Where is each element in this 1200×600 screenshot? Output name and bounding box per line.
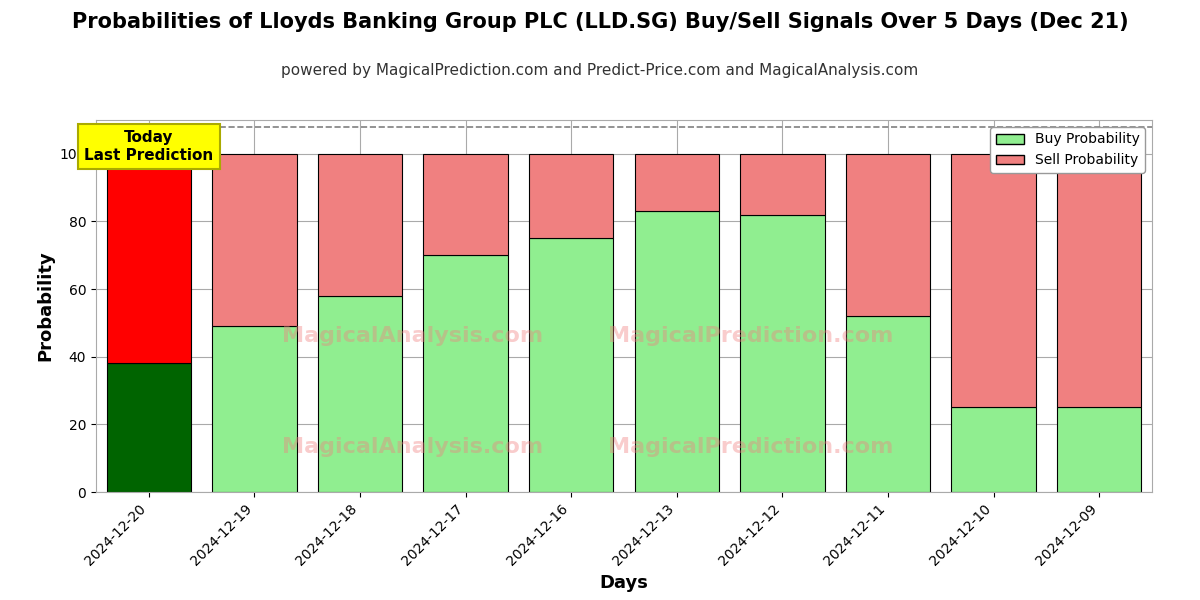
X-axis label: Days: Days [600,574,648,592]
Bar [107,154,191,364]
Bar [952,154,1036,407]
Text: MagicalPrediction.com: MagicalPrediction.com [608,437,894,457]
Text: Probabilities of Lloyds Banking Group PLC (LLD.SG) Buy/Sell Signals Over 5 Days : Probabilities of Lloyds Banking Group PL… [72,12,1128,32]
Bar [1057,154,1141,407]
Bar [212,154,296,326]
Text: powered by MagicalPrediction.com and Predict-Price.com and MagicalAnalysis.com: powered by MagicalPrediction.com and Pre… [281,63,919,78]
Bar [846,154,930,316]
Bar [529,238,613,492]
Text: MagicalAnalysis.com: MagicalAnalysis.com [282,437,544,457]
Bar [318,154,402,296]
Bar [107,364,191,492]
Text: MagicalAnalysis.com: MagicalAnalysis.com [282,326,544,346]
Text: Today
Last Prediction: Today Last Prediction [84,130,214,163]
Bar [1057,407,1141,492]
Bar [424,154,508,255]
Text: MagicalPrediction.com: MagicalPrediction.com [608,326,894,346]
Bar [635,154,719,211]
Bar [635,211,719,492]
Bar [740,215,824,492]
Bar [529,154,613,238]
Y-axis label: Probability: Probability [36,251,54,361]
Bar [424,255,508,492]
Bar [212,326,296,492]
Bar [318,296,402,492]
Bar [740,154,824,215]
Legend: Buy Probability, Sell Probability: Buy Probability, Sell Probability [990,127,1145,173]
Bar [952,407,1036,492]
Bar [846,316,930,492]
